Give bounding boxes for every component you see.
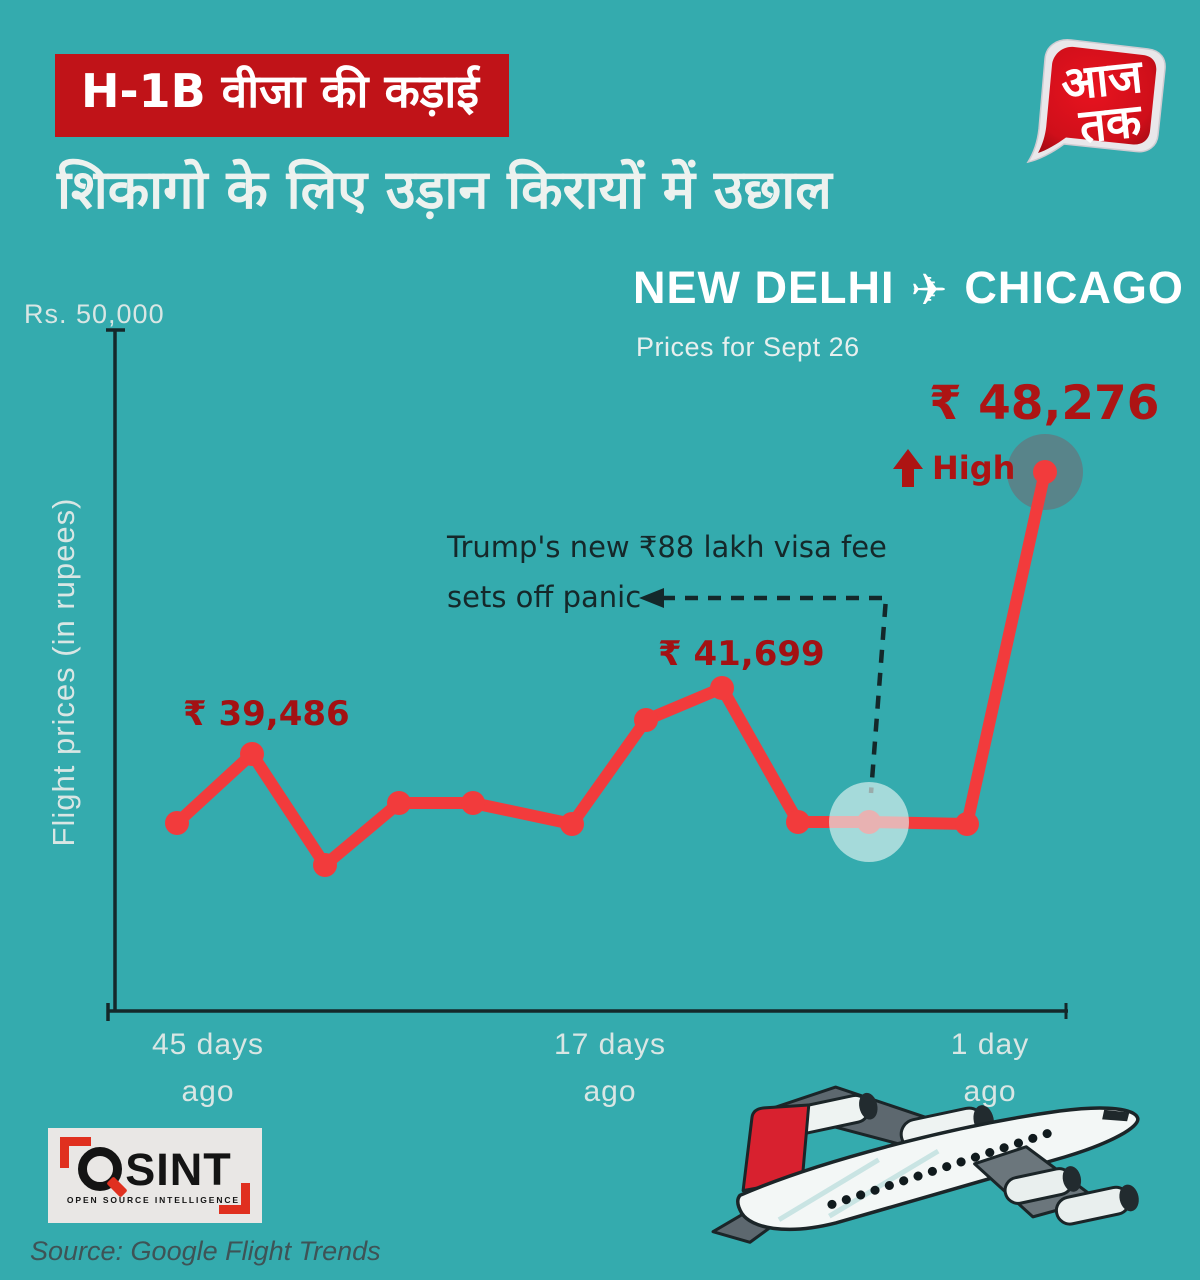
route-to: CHICAGO	[964, 262, 1184, 313]
bracket-bottom-right-icon	[219, 1183, 250, 1214]
y-axis	[106, 328, 125, 1012]
price-label-41699: ₹ 41,699	[658, 634, 825, 674]
price-label-48276: ₹ 48,276	[929, 376, 1160, 431]
data-point	[710, 676, 734, 700]
up-arrow-icon	[893, 449, 923, 487]
data-point	[560, 812, 584, 836]
x-tick-line2: ago	[583, 1075, 637, 1108]
route-from: NEW DELHI	[633, 262, 895, 313]
x-tick-17-days: 17 days ago	[554, 1021, 666, 1115]
osint-logo: SINT OPEN SOURCE INTELLIGENCE	[48, 1128, 262, 1223]
bracket-top-left-icon	[60, 1137, 91, 1168]
osint-tagline: OPEN SOURCE INTELLIGENCE	[66, 1194, 240, 1205]
data-point	[165, 811, 189, 835]
route-title: NEW DELHI ✈ CHICAGO	[633, 262, 1184, 316]
x-tick-line2: ago	[181, 1075, 235, 1108]
x-tick-45-days: 45 days ago	[152, 1021, 264, 1115]
topic-banner: H-1B वीजा की कड़ाई	[55, 54, 509, 137]
x-tick-line1: 1 day	[950, 1028, 1030, 1061]
data-point	[1033, 460, 1057, 484]
aajtak-logo: आज तक	[1026, 39, 1166, 164]
halo-white	[829, 782, 909, 862]
plane-icon: ✈	[910, 264, 949, 316]
x-tick-line1: 17 days	[553, 1028, 667, 1061]
aajtak-logo-badge: आज तक	[1026, 39, 1166, 164]
high-badge-text: High	[932, 449, 1016, 487]
x-tick-1-day: 1 day ago	[951, 1021, 1029, 1115]
price-label-39486: ₹ 39,486	[183, 694, 350, 734]
y-axis-top-label: Rs. 50,000	[24, 299, 165, 329]
source-credit: Source: Google Flight Trends	[30, 1236, 381, 1266]
data-point	[240, 742, 264, 766]
x-axis	[106, 1003, 1068, 1021]
annotation-line2: sets off panic	[447, 580, 642, 614]
data-point	[634, 708, 658, 732]
osint-brand: SINT	[78, 1147, 232, 1192]
magnifier-icon	[78, 1147, 123, 1191]
aajtak-logo-line2: तक	[1076, 93, 1146, 153]
data-point	[461, 791, 485, 815]
airplane-illustration	[711, 1085, 1140, 1244]
annotation-arrow	[639, 588, 889, 794]
price-line-series	[165, 434, 1083, 877]
data-point	[313, 853, 337, 877]
topic-banner-text: H-1B वीजा की कड़ाई	[81, 64, 479, 118]
route-subtitle: Prices for Sept 26	[636, 332, 860, 362]
annotation-text: Trump's new ₹88 lakh visa fee sets off p…	[447, 522, 887, 622]
x-tick-line2: ago	[963, 1075, 1017, 1108]
data-point	[955, 812, 979, 836]
data-point	[387, 791, 411, 815]
high-badge: High	[893, 449, 1015, 487]
data-point	[786, 810, 810, 834]
aajtak-logo-line1: आज	[1059, 49, 1147, 111]
osint-brand-text: SINT	[125, 1143, 232, 1195]
headline: शिकागो के लिए उड़ान किरायों में उछाल	[57, 158, 832, 221]
x-tick-line1: 45 days	[151, 1028, 265, 1061]
annotation-line1: Trump's new ₹88 lakh visa fee	[447, 530, 887, 564]
